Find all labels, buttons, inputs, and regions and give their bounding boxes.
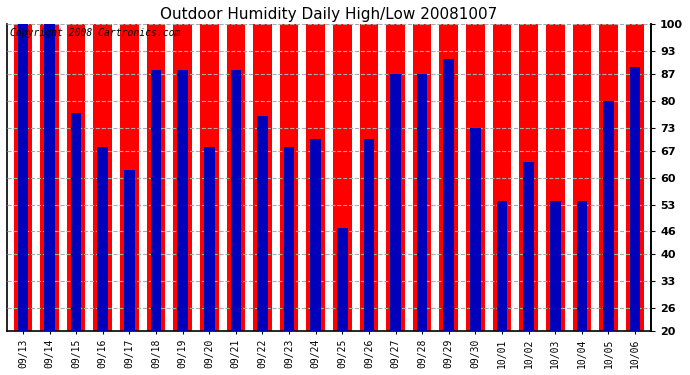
Bar xyxy=(40,0,59,331)
Bar xyxy=(120,0,139,331)
Bar xyxy=(417,74,428,331)
Bar xyxy=(44,13,55,331)
Bar xyxy=(67,0,86,331)
Bar xyxy=(147,0,166,331)
Bar xyxy=(257,117,268,331)
Bar xyxy=(577,201,587,331)
Bar xyxy=(310,140,321,331)
Bar xyxy=(523,162,534,331)
Bar xyxy=(520,0,538,331)
Bar xyxy=(630,67,640,331)
Bar xyxy=(204,147,215,331)
Bar xyxy=(493,5,511,331)
Bar xyxy=(173,0,192,331)
Bar xyxy=(306,0,325,331)
Bar xyxy=(14,0,32,331)
Bar xyxy=(253,0,272,331)
Bar xyxy=(470,128,481,331)
Bar xyxy=(603,101,614,331)
Bar xyxy=(97,147,108,331)
Bar xyxy=(546,0,564,331)
Bar xyxy=(177,70,188,331)
Bar xyxy=(150,70,161,331)
Bar xyxy=(71,112,81,331)
Bar xyxy=(333,0,352,331)
Bar xyxy=(444,59,454,331)
Bar xyxy=(599,0,618,331)
Bar xyxy=(466,0,484,331)
Bar xyxy=(550,201,560,331)
Bar xyxy=(226,0,245,331)
Text: Copyright 2008 Cartronics.com: Copyright 2008 Cartronics.com xyxy=(10,28,181,38)
Bar xyxy=(337,228,348,331)
Bar xyxy=(200,0,219,331)
Bar xyxy=(230,70,241,331)
Bar xyxy=(497,201,507,331)
Bar xyxy=(386,0,405,331)
Bar xyxy=(17,5,28,331)
Bar xyxy=(626,0,644,331)
Bar xyxy=(413,0,431,331)
Bar xyxy=(573,0,591,331)
Bar xyxy=(364,140,374,331)
Bar xyxy=(391,74,401,331)
Bar xyxy=(279,0,298,331)
Bar xyxy=(284,147,295,331)
Bar xyxy=(440,0,458,331)
Bar xyxy=(93,0,112,331)
Bar xyxy=(124,170,135,331)
Title: Outdoor Humidity Daily High/Low 20081007: Outdoor Humidity Daily High/Low 20081007 xyxy=(160,7,497,22)
Bar xyxy=(359,0,378,331)
